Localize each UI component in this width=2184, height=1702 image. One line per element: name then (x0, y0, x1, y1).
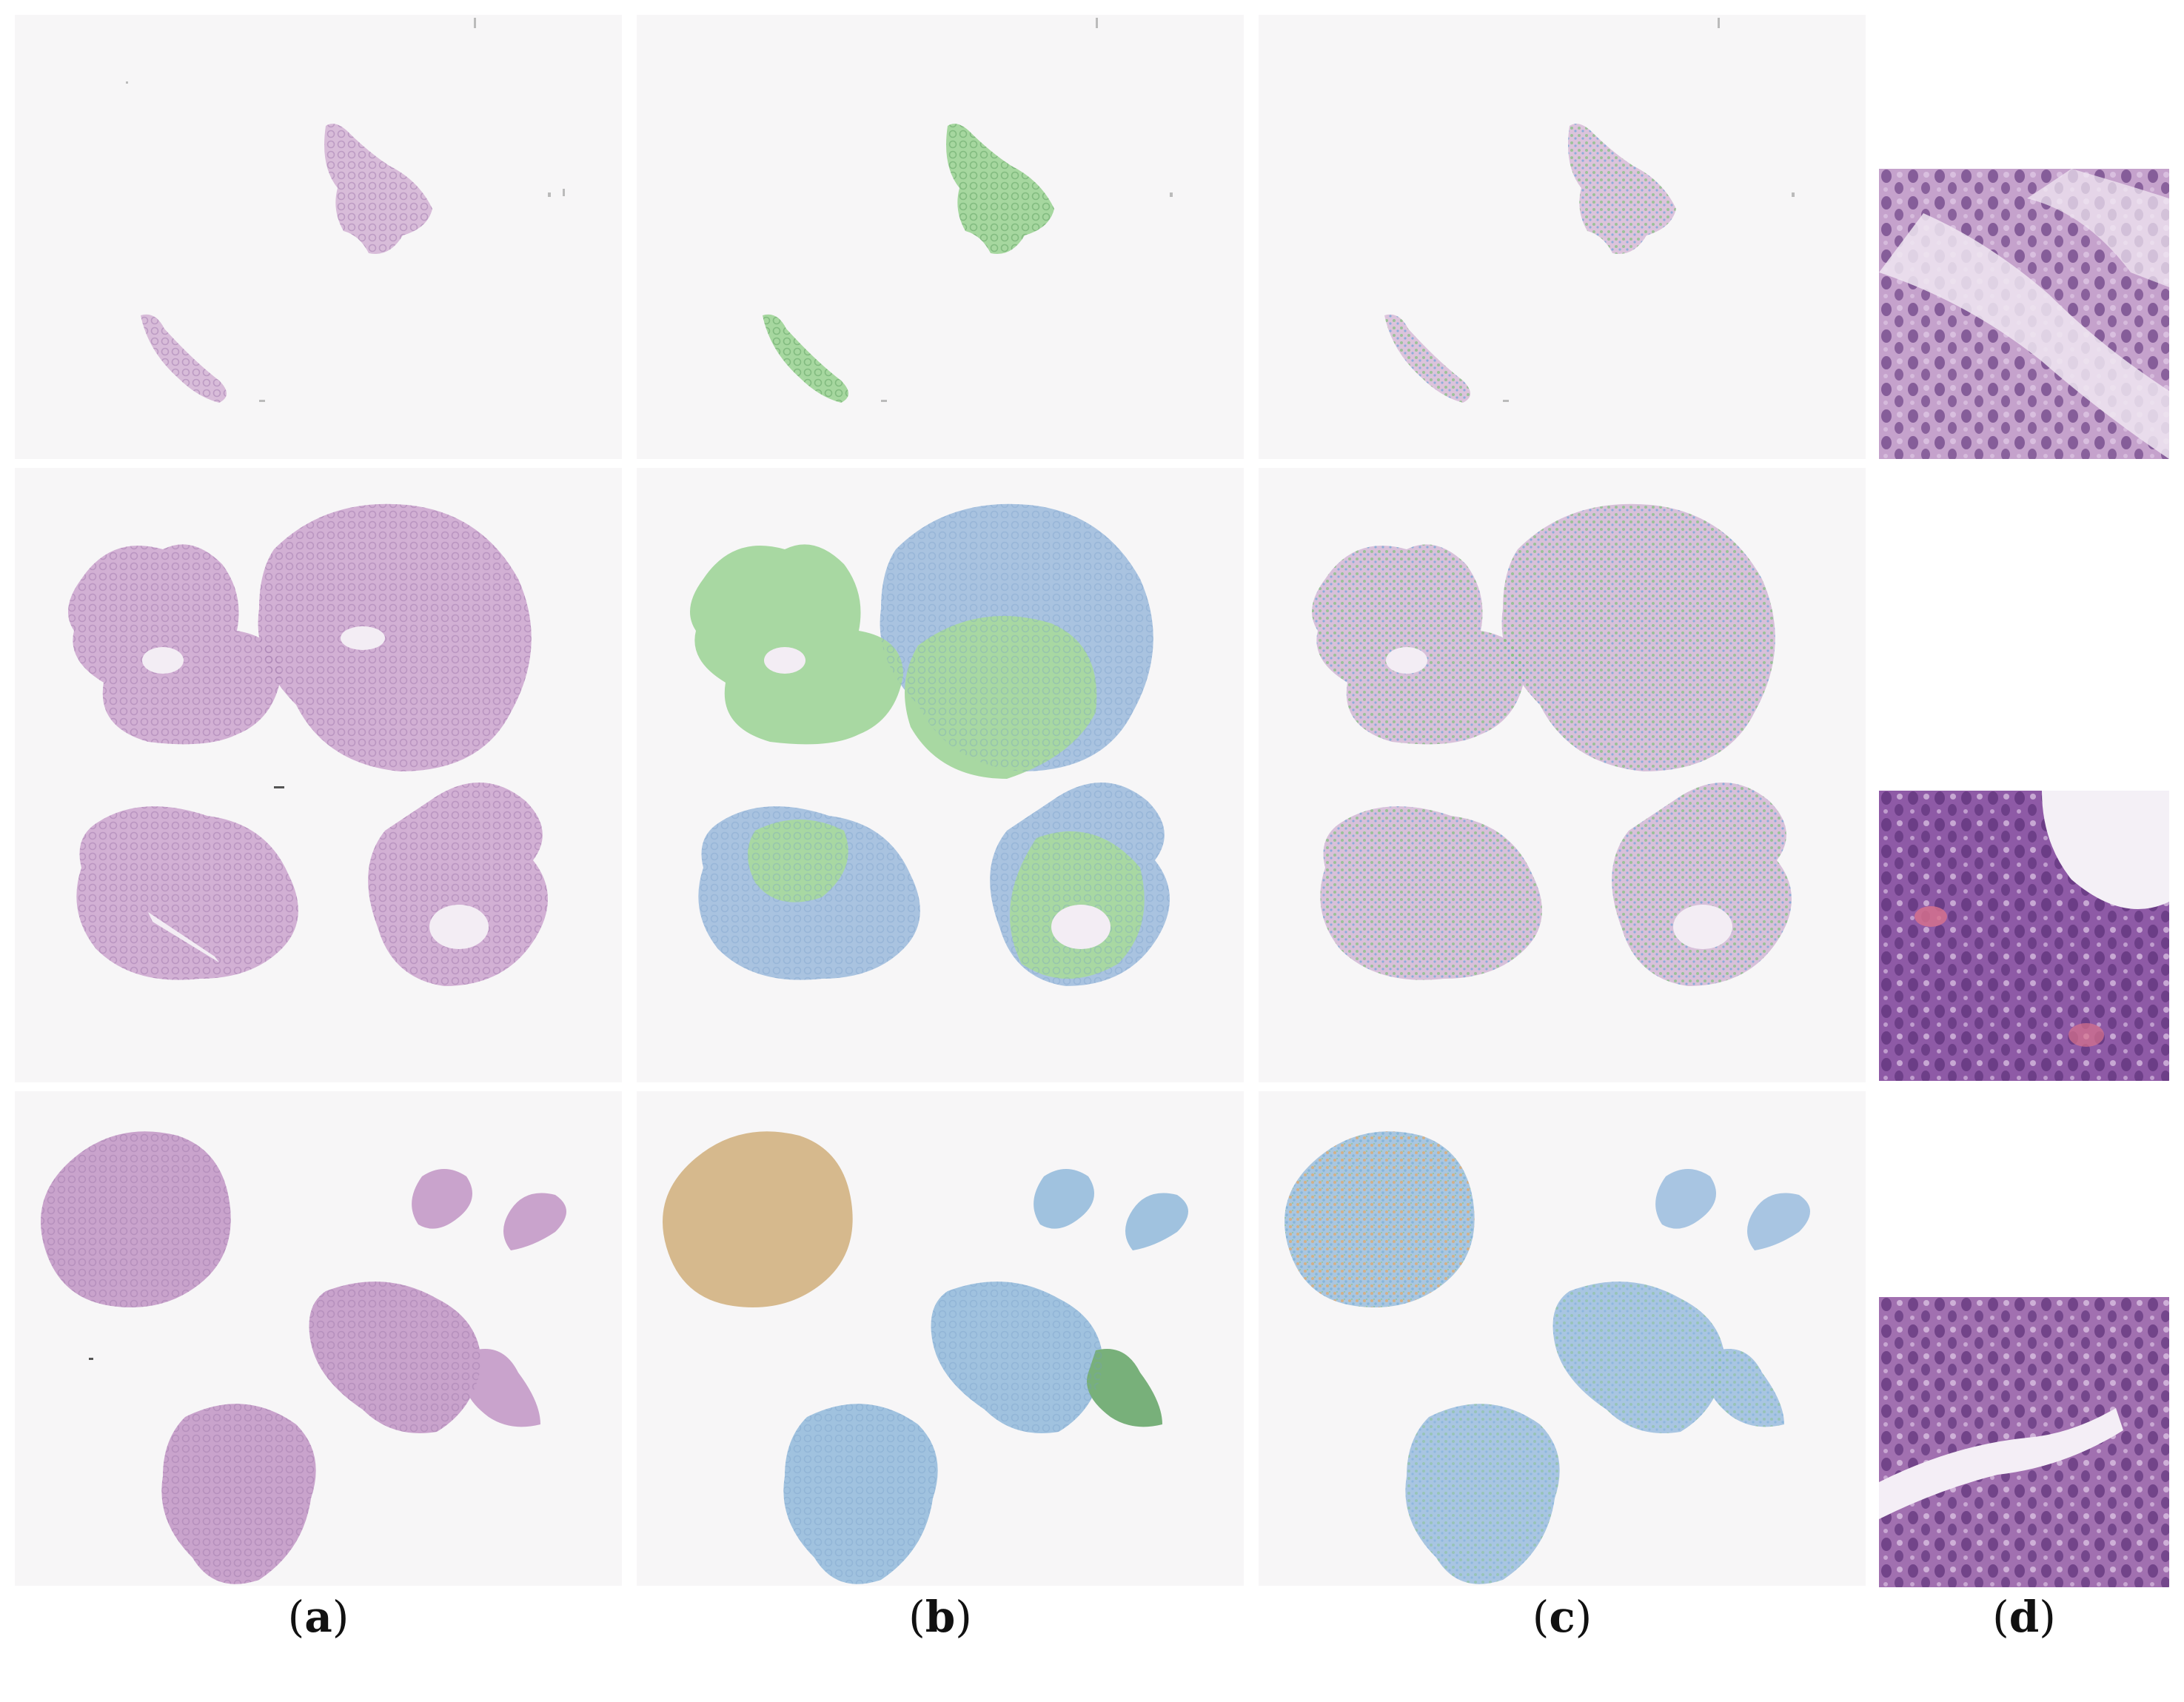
row1-panel-b-wsi (637, 15, 1244, 459)
debris-mark (89, 1358, 93, 1360)
lumen-space (1879, 213, 2169, 459)
row2-panel-c-wsi (1259, 468, 1866, 1082)
row3-a-svg (15, 1091, 622, 1586)
row1-panel-a-wsi (15, 15, 622, 459)
tissue-gaps (1386, 647, 1732, 949)
row3-b-svg (637, 1091, 1244, 1586)
slide-background (15, 15, 622, 459)
lumen-space (2042, 791, 2169, 909)
row1-b-svg (637, 15, 1244, 459)
debris-mark (274, 786, 284, 788)
row3-panel-c-wsi (1259, 1091, 1866, 1586)
patch-2-svg (1879, 791, 2169, 1081)
row1-c-svg (1259, 15, 1866, 459)
column-label-c: (c) (1532, 1592, 1592, 1642)
row3-panel-b-wsi (637, 1091, 1244, 1586)
row2-panel-a-wsi (15, 468, 622, 1082)
row2-c-svg (1259, 468, 1866, 1082)
lumen-space (1879, 1408, 2123, 1519)
slide-background (637, 15, 1244, 459)
tissue-gaps (764, 647, 1111, 949)
row2-a-svg (15, 468, 622, 1082)
column-label-d: (d) (1992, 1592, 2056, 1642)
row3-c-svg (1259, 1091, 1866, 1586)
debris-marks (1503, 18, 1795, 402)
slide-background (1259, 15, 1866, 459)
patch-3-svg (1879, 1297, 2169, 1587)
row1-a-svg (15, 15, 622, 459)
row2-panel-d-patch (1879, 791, 2169, 1081)
row2-panel-b-wsi (637, 468, 1244, 1082)
row1-panel-c-wsi (1259, 15, 1866, 459)
row3-panel-a-wsi (15, 1091, 622, 1586)
row2-b-svg (637, 468, 1244, 1082)
row3-panel-d-patch (1879, 1297, 2169, 1587)
row1-panel-d-patch (1879, 169, 2169, 459)
tissue-gaps (142, 626, 489, 962)
patch-1-svg (1879, 169, 2169, 459)
column-label-b: (b) (908, 1592, 972, 1642)
column-label-a: (a) (287, 1592, 349, 1642)
